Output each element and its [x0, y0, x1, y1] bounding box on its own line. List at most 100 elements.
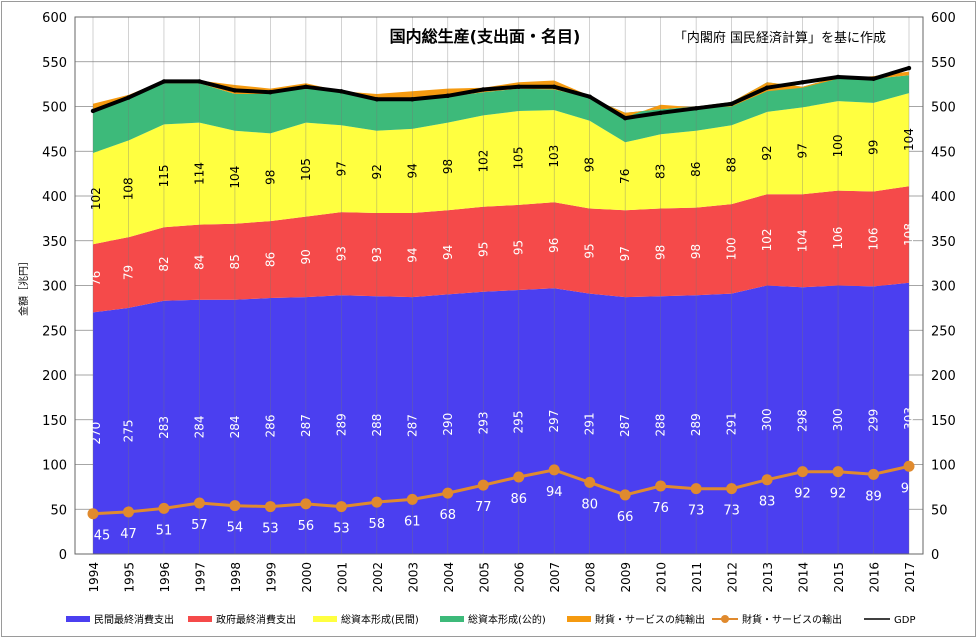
series-3-value-label: 88 — [725, 157, 739, 172]
series-3-value-label: 83 — [654, 164, 668, 179]
exports-value-label: 94 — [546, 485, 563, 500]
gdp-point — [303, 84, 309, 90]
exports-point — [797, 466, 809, 478]
x-tick-label: 2010 — [655, 562, 669, 593]
y-tick-label-right: 50 — [931, 503, 948, 518]
y-tick-label-left: 0 — [59, 548, 67, 563]
series-2-value-label: 102 — [760, 228, 774, 251]
x-tick-label: 2002 — [371, 562, 385, 593]
exports-value-label: 51 — [156, 523, 173, 538]
series-1-value-label: 289 — [689, 413, 703, 436]
exports-value-label: 98 — [901, 481, 918, 496]
legend-label: 財貨・サービスの輸出 — [742, 613, 842, 626]
x-tick-label: 1994 — [87, 562, 101, 593]
series-2-value-label: 98 — [654, 245, 668, 260]
x-tick-label: 2006 — [513, 562, 527, 593]
gdp-point — [729, 101, 734, 107]
series-1-value-label: 291 — [725, 412, 739, 435]
y-tick-label-left: 450 — [42, 145, 67, 160]
y-tick-label-right: 100 — [931, 459, 956, 474]
series-3-value-label: 102 — [476, 150, 490, 173]
series-2-value-label: 94 — [405, 247, 419, 262]
series-1-value-label: 289 — [334, 413, 348, 436]
gdp-point — [90, 108, 96, 114]
axes — [74, 16, 924, 555]
exports-value-label: 56 — [298, 519, 315, 534]
series-3-value-label: 104 — [228, 166, 242, 189]
exports-value-label: 61 — [404, 514, 421, 529]
exports-point — [513, 471, 525, 483]
exports-line — [87, 460, 915, 520]
exports-point — [371, 496, 383, 508]
exports-point — [761, 474, 773, 486]
series-3-value-label: 102 — [89, 187, 103, 210]
series-3-value-label: 114 — [192, 162, 206, 185]
titles: 国内総生産(支出面・名目) 「内閣府 国民経済計算」を基に作成 金額［兆円］ — [17, 27, 886, 316]
y-tick-label-right: 200 — [931, 369, 956, 384]
exports-value-label: 66 — [617, 510, 634, 525]
gdp-point — [410, 97, 415, 102]
gdp-point — [268, 89, 273, 95]
series-3-value-label: 92 — [760, 145, 774, 160]
series-1-value-label: 303 — [902, 407, 916, 430]
exports-point — [584, 476, 596, 488]
gdp-point — [622, 115, 628, 121]
data-labels: 45 47 51 57 54 53 56 53 58 61 68 77 86 94 80 66 76 73 73 83… — [89, 128, 917, 544]
y-tick-label-right: 500 — [931, 101, 956, 116]
series-2-value-label: 97 — [618, 246, 632, 261]
series-1-value-label: 299 — [867, 409, 881, 432]
legend-marker — [721, 615, 729, 623]
x-tick-label: 2012 — [726, 562, 740, 593]
legend-item: 政府最終消費支出 — [188, 613, 296, 626]
legend-swatch — [440, 616, 464, 622]
x-tick-label: 2015 — [832, 562, 846, 593]
area-series-2 — [93, 186, 909, 313]
series-3-value-label: 104 — [902, 128, 916, 151]
y-tick-label-left: 300 — [42, 280, 67, 295]
y-tick-label-right: 550 — [931, 56, 956, 71]
exports-value-label: 86 — [510, 492, 527, 507]
series-3-value-label: 108 — [122, 177, 136, 200]
gdp-polyline — [92, 66, 910, 121]
vertical-grid-lines — [92, 17, 910, 554]
exports-point — [655, 480, 667, 492]
exports-value-label: 92 — [830, 487, 847, 502]
series-3-value-label: 105 — [299, 158, 313, 181]
x-tick-label: 1996 — [158, 562, 172, 593]
chart-title: 国内総生産(支出面・名目) — [390, 27, 581, 46]
series-1-value-label: 270 — [89, 422, 103, 445]
y-tick-label-left: 250 — [42, 324, 67, 339]
y-tick-label-left: 600 — [42, 11, 67, 26]
legend: 民間最終消費支出 政府最終消費支出 総資本形成(民間) 総資本形成(公的) 財貨・サービ… — [66, 613, 915, 626]
x-tick-label: 2013 — [761, 562, 775, 593]
stacked-areas — [93, 71, 909, 554]
series-2-value-label: 95 — [583, 243, 597, 258]
area-series-3 — [93, 93, 909, 245]
legend-swatch — [188, 616, 212, 622]
x-tick-label: 2011 — [690, 562, 704, 593]
series-1-value-label: 284 — [228, 415, 242, 438]
exports-point — [406, 493, 418, 505]
series-1-value-label: 298 — [796, 409, 810, 432]
gdp-point — [800, 80, 805, 85]
exports-point — [264, 501, 276, 513]
y-tick-label-right: 0 — [931, 548, 939, 563]
series-2-value-label: 108 — [902, 223, 916, 246]
y-tick-label-right: 300 — [931, 280, 956, 295]
series-2-value-label: 96 — [547, 238, 561, 253]
x-tick-label: 1999 — [264, 562, 278, 593]
gdp-point — [374, 97, 380, 102]
x-tick-label: 2004 — [442, 562, 456, 593]
gdp-line — [90, 65, 912, 121]
exports-point — [868, 468, 880, 480]
series-3-value-label: 100 — [831, 134, 845, 157]
exports-value-label: 53 — [333, 522, 350, 537]
exports-point — [903, 460, 915, 472]
series-1-value-label: 300 — [760, 408, 774, 431]
series-3-value-label: 94 — [405, 163, 419, 178]
series-2-value-label: 104 — [796, 229, 810, 252]
series-3-value-label: 98 — [441, 159, 455, 174]
series-2-value-label: 85 — [228, 254, 242, 269]
series-1-value-label: 286 — [263, 415, 277, 438]
